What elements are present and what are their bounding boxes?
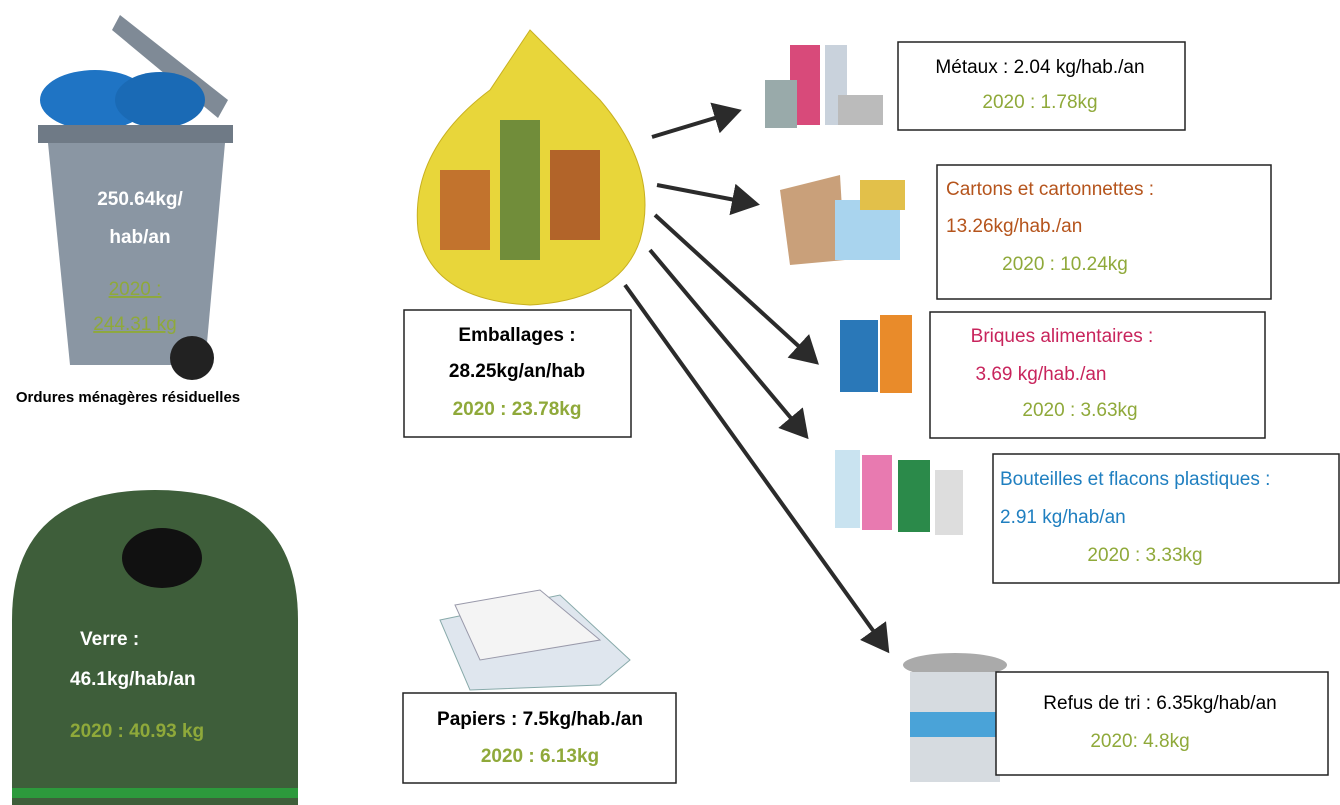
verre-label: Verre : xyxy=(80,629,139,650)
refus-box xyxy=(996,672,1328,775)
ordures-year: 2020 : xyxy=(109,279,162,300)
arrow xyxy=(650,250,806,436)
emballages-year: 2020 : 23.78kg xyxy=(453,399,582,420)
bouteilles-value: 2.91 kg/hab/an xyxy=(1000,507,1126,528)
cartons-label: Cartons et cartonnettes : xyxy=(946,179,1154,200)
verre-year: 2020 : 40.93 kg xyxy=(70,721,204,742)
arrow xyxy=(657,185,756,204)
infographic: 250.64kg/ hab/an 2020 : 244.31 kg Ordure… xyxy=(0,0,1340,805)
carton-icon xyxy=(780,175,905,265)
metal-icon xyxy=(765,45,883,128)
emballages-value: 28.25kg/an/hab xyxy=(449,361,585,382)
ordures-year-value: 244.31 kg xyxy=(93,314,176,335)
briques-label: Briques alimentaires : xyxy=(971,326,1154,347)
verre-value: 46.1kg/hab/an xyxy=(70,669,196,690)
ordures-caption: Ordures ménagères résiduelles xyxy=(16,389,240,406)
arrow xyxy=(652,111,738,137)
bouteilles-label: Bouteilles et flacons plastiques : xyxy=(1000,469,1270,490)
refus-year: 2020: 4.8kg xyxy=(1090,731,1189,752)
briques-year: 2020 : 3.63kg xyxy=(1022,400,1137,421)
papiers-value: Papiers : 7.5kg/hab./an xyxy=(437,709,643,730)
metaux-year: 2020 : 1.78kg xyxy=(982,92,1097,113)
metaux-value: Métaux : 2.04 kg/hab./an xyxy=(935,57,1144,78)
refus-icon xyxy=(903,653,1007,782)
metaux-box xyxy=(898,42,1185,130)
papers xyxy=(440,590,630,690)
ordures-value: 250.64kg/ xyxy=(97,189,183,210)
emballages-label: Emballages : xyxy=(458,325,575,346)
bouteille-icon xyxy=(835,450,963,535)
papiers-box xyxy=(403,693,676,783)
cartons-year: 2020 : 10.24kg xyxy=(1002,254,1128,275)
yellow-bag xyxy=(417,30,645,305)
bouteilles-year: 2020 : 3.33kg xyxy=(1087,545,1202,566)
cartons-value: 13.26kg/hab./an xyxy=(946,216,1082,237)
glass-bank xyxy=(12,490,298,805)
refus-value: Refus de tri : 6.35kg/hab/an xyxy=(1043,693,1276,714)
brique-icon xyxy=(840,315,912,393)
ordures-unit: hab/an xyxy=(109,227,170,248)
briques-value: 3.69 kg/hab./an xyxy=(976,364,1107,385)
papiers-year: 2020 : 6.13kg xyxy=(481,746,599,767)
